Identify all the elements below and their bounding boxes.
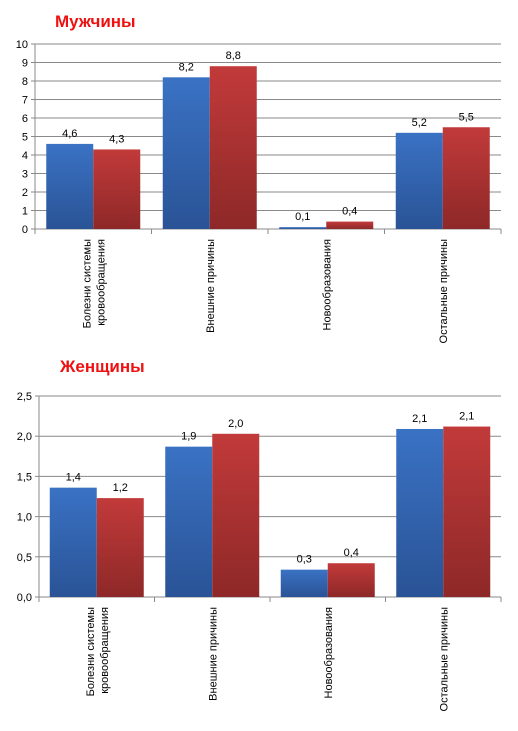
data-label: 8,8 (226, 50, 241, 62)
bar (395, 132, 443, 229)
data-label: 8,2 (179, 61, 194, 73)
data-label: 2,1 (412, 413, 427, 425)
category-label: кровообращения (99, 607, 111, 694)
category-label: Новообразования (323, 607, 335, 699)
data-label: 4,6 (62, 128, 77, 140)
y-tick-label: 2,0 (17, 431, 32, 443)
bar (96, 498, 144, 597)
y-tick-label: 5 (22, 132, 28, 144)
y-tick-label: 0 (22, 224, 28, 236)
data-label: 0,4 (342, 206, 357, 218)
y-tick-label: 4 (22, 150, 28, 162)
y-tick-label: 0,5 (17, 552, 32, 564)
bar (326, 221, 374, 229)
y-tick-label: 0,0 (17, 592, 32, 604)
category-label-group: Внешние причины (207, 607, 219, 701)
chart-title-women: Женщины (60, 357, 145, 376)
data-label: 0,3 (297, 554, 312, 566)
bar (279, 227, 327, 229)
bar (212, 433, 260, 597)
data-label: 5,2 (412, 117, 427, 129)
category-label: Новообразования (321, 239, 333, 331)
y-tick-label: 6 (22, 113, 28, 125)
category-label-group: Болезни системы кровообращения (85, 607, 111, 696)
bar (165, 446, 213, 597)
y-tick-label: 9 (22, 58, 28, 70)
y-tick-label: 1,5 (17, 471, 32, 483)
category-label: кровообращения (95, 239, 107, 326)
data-label: 0,4 (344, 547, 359, 559)
y-tick-label: 1 (22, 206, 28, 218)
data-label: 4,3 (109, 133, 124, 145)
category-label: Внешние причины (207, 607, 219, 701)
bar (280, 569, 328, 597)
bar (93, 149, 141, 229)
y-tick-label: 8 (22, 76, 28, 88)
category-label-group: Внешние причины (205, 239, 217, 333)
category-label-group: Новообразования (323, 607, 335, 699)
data-label: 1,9 (181, 431, 196, 443)
y-tick-label: 1,0 (17, 512, 32, 524)
y-tick-label: 7 (22, 95, 28, 107)
y-tick-label: 2 (22, 187, 28, 199)
category-label: Остальные причины (438, 239, 450, 344)
category-label: Внешние причины (205, 239, 217, 333)
bar (396, 428, 444, 597)
category-label: Остальные причины (438, 607, 450, 712)
category-label-group: Остальные причины (438, 607, 450, 712)
data-label: 1,4 (66, 472, 81, 484)
y-tick-label: 10 (16, 39, 28, 51)
category-label: Болезни системы (85, 607, 97, 696)
bar (49, 487, 97, 597)
chart-title-men: Мужчины (55, 12, 136, 31)
bar (209, 66, 257, 229)
y-tick-label: 3 (22, 169, 28, 181)
data-label: 1,2 (113, 482, 128, 494)
bar (162, 77, 210, 229)
bar (443, 426, 491, 597)
data-label: 2,0 (228, 418, 243, 430)
bar (442, 127, 490, 229)
category-label-group: Остальные причины (438, 239, 450, 344)
category-label-group: Болезни системы кровообращения (81, 239, 107, 328)
category-label-group: Новообразования (321, 239, 333, 331)
category-label: Болезни системы (81, 239, 93, 328)
y-tick-label: 2,5 (17, 391, 32, 403)
bar (327, 563, 375, 597)
data-label: 5,5 (459, 111, 474, 123)
data-label: 0,1 (295, 211, 310, 223)
data-label: 2,1 (459, 411, 474, 423)
bar (46, 143, 94, 229)
